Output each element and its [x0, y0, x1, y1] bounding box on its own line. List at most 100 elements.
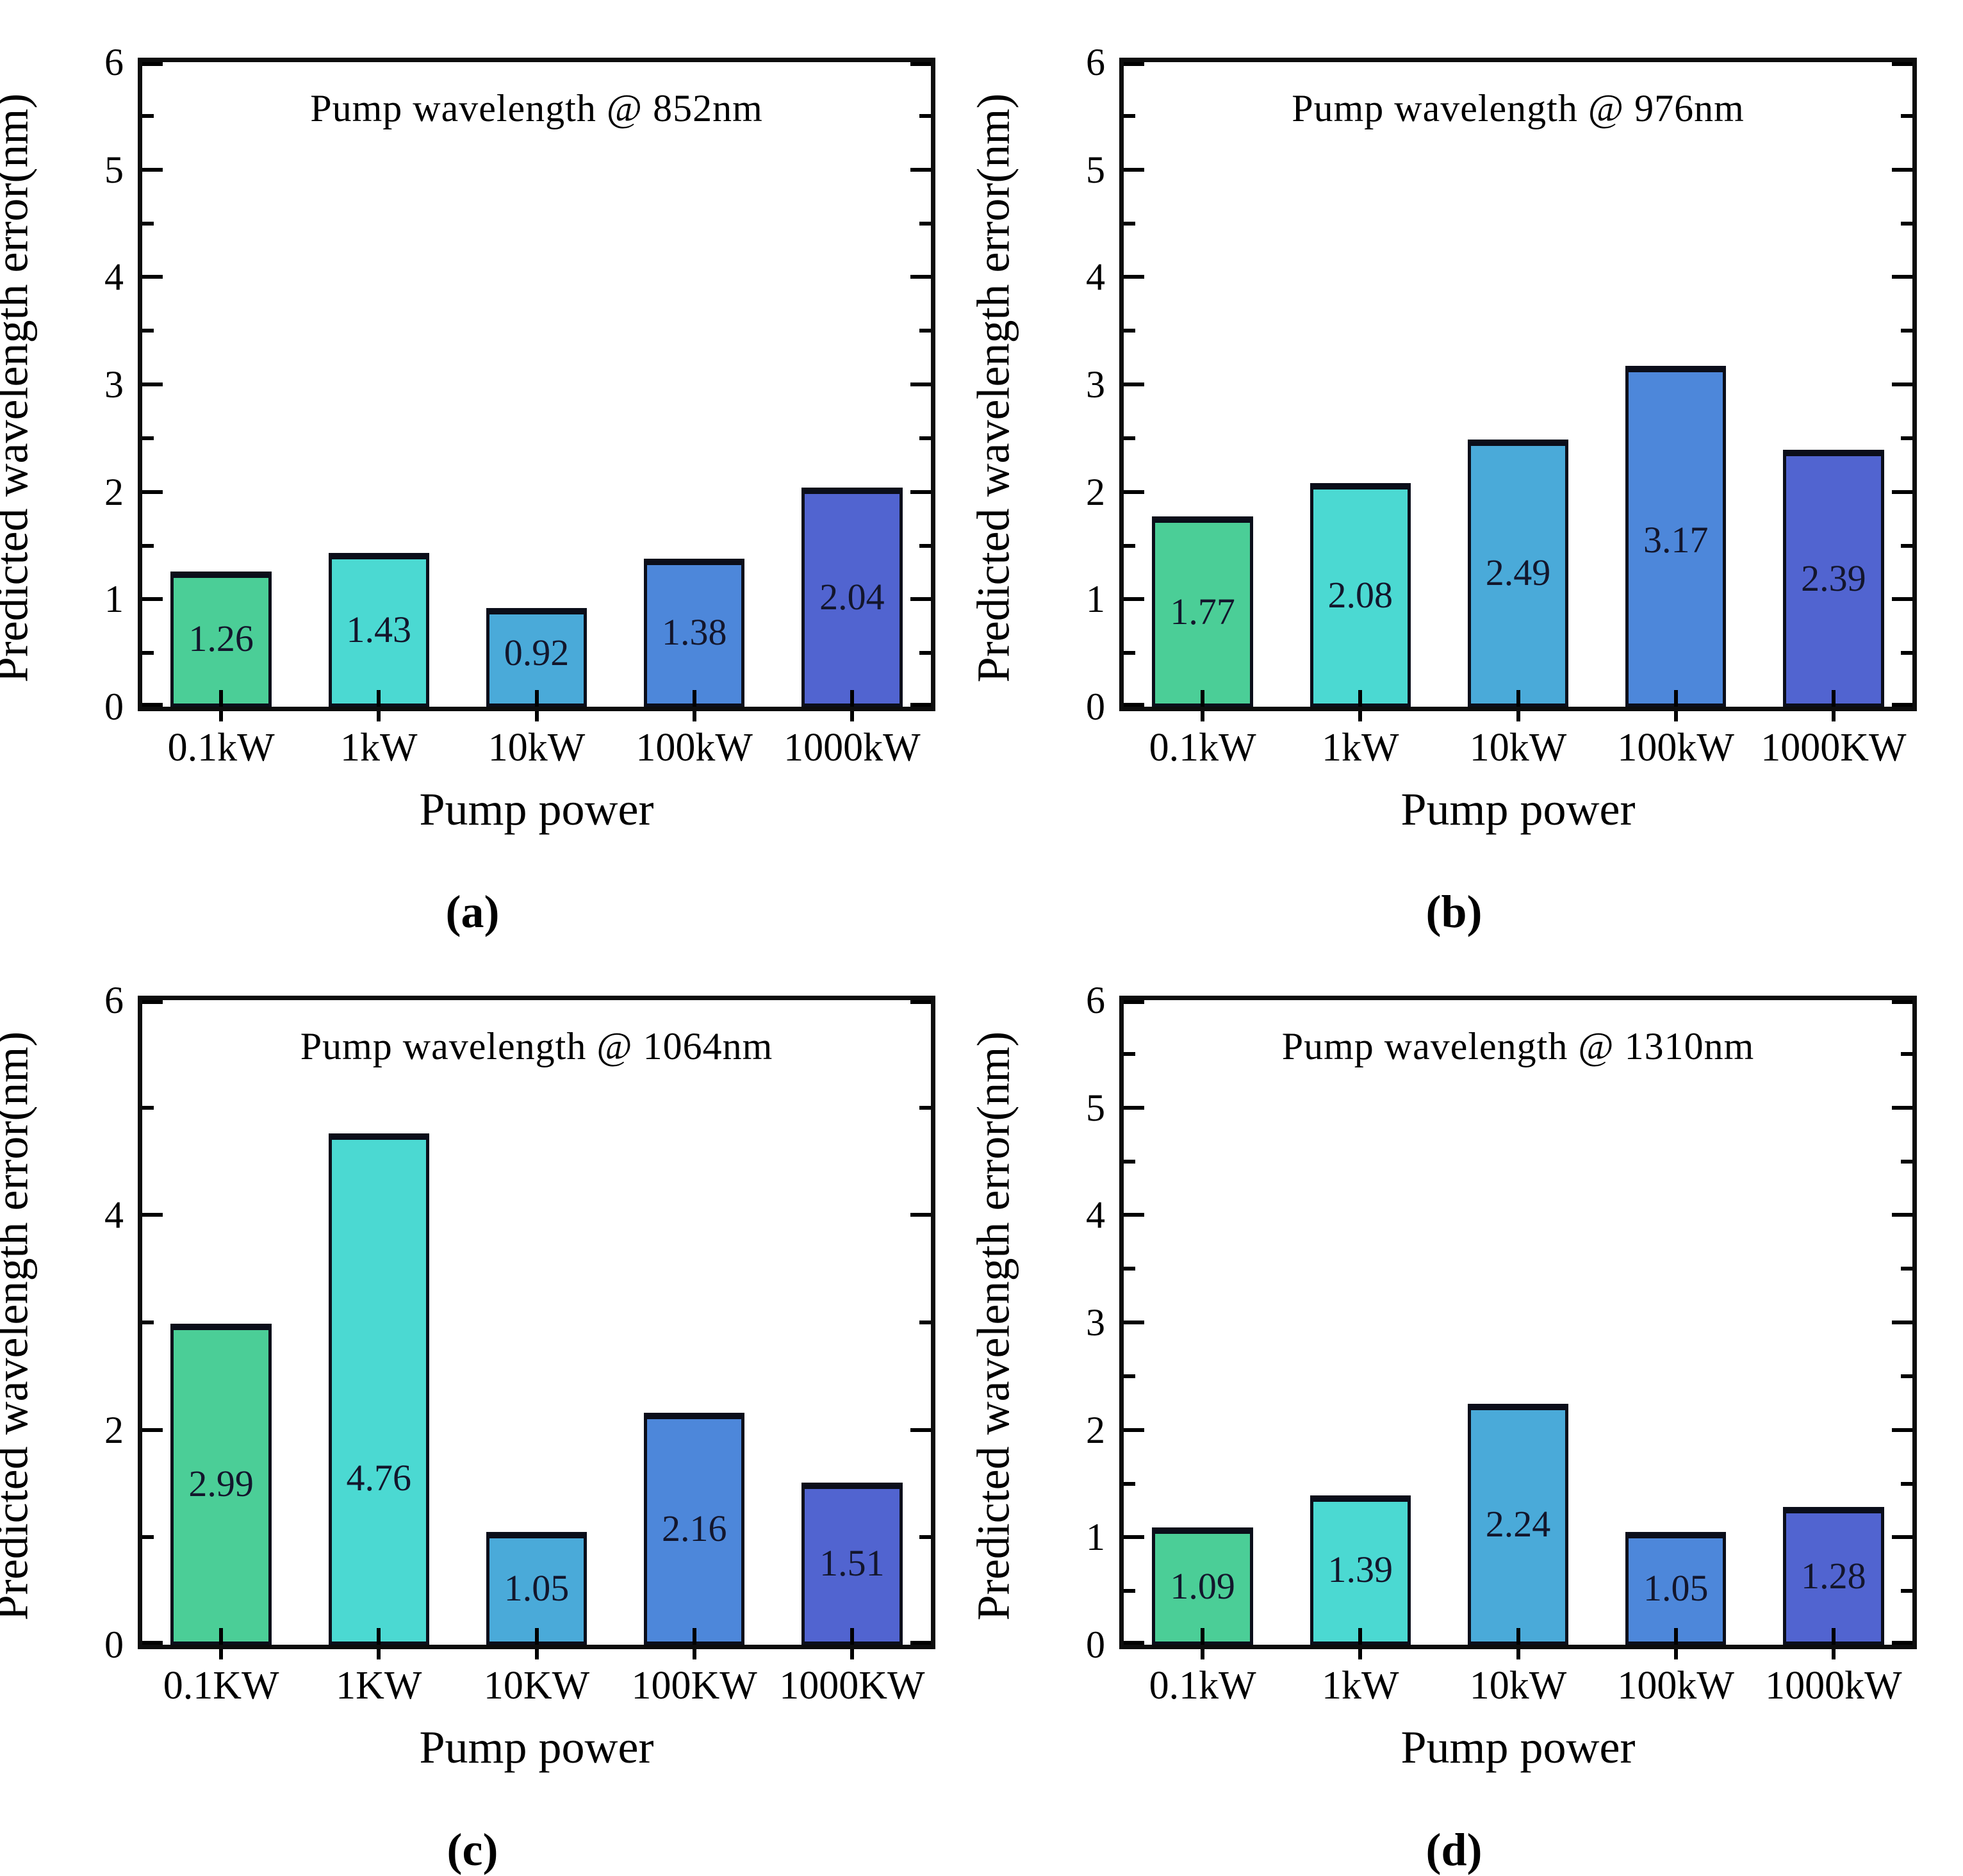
y-tick-label: 6 [104, 41, 124, 83]
x-axis-tick-outer [692, 711, 696, 721]
y-axis-tick-left [142, 703, 163, 707]
y-axis-title: Predicted wavelength error(nm) [0, 1031, 38, 1621]
x-axis-tick [1831, 690, 1836, 707]
y-axis-minor-tick [142, 113, 154, 118]
y-axis-tick-left [142, 1213, 163, 1217]
y-axis-tick-left [1124, 1535, 1144, 1540]
y-axis-minor-tick [142, 1535, 154, 1540]
y-axis-minor-tick [919, 221, 931, 226]
y-axis-tick-right [1892, 490, 1912, 494]
y-axis-minor-tick [1124, 436, 1135, 440]
y-axis-tick-left [142, 167, 163, 172]
plot-area: Pump wavelength @ 1064nm 2.99 4.76 1.05 2.16… [138, 996, 935, 1649]
chart-title: Pump wavelength @ 1064nm [300, 1025, 773, 1067]
chart-panel-c: Predicted wavelength error(nm) Pump wavel… [0, 938, 982, 1876]
y-axis-minor-tick [919, 436, 931, 440]
y-axis-tick-right [1892, 1428, 1912, 1432]
y-axis-minor-tick [142, 651, 154, 655]
x-axis-title: Pump power [419, 1722, 654, 1773]
x-tick-label: 0.1kW [167, 726, 275, 769]
y-axis-tick-right [1892, 1213, 1912, 1217]
y-axis-tick-right [1892, 1000, 1912, 1004]
x-axis-tick [1201, 690, 1205, 707]
y-axis-minor-tick [1901, 1481, 1912, 1486]
y-axis-tick-right [910, 1000, 931, 1004]
x-tick-label: 0.1KW [163, 1664, 279, 1707]
chart-title: Pump wavelength @ 976nm [1292, 87, 1745, 129]
y-axis-minor-tick [919, 1105, 931, 1110]
y-axis-minor-tick [1901, 329, 1912, 333]
x-axis-tick [1358, 690, 1363, 707]
x-axis-tick [534, 1628, 539, 1645]
y-tick-label: 0 [104, 686, 124, 728]
x-tick-label: 10kW [1469, 726, 1567, 769]
bar-value-label: 2.24 [1485, 1503, 1551, 1545]
y-tick-label: 1 [1086, 578, 1105, 621]
y-axis-tick-right [910, 167, 931, 172]
y-tick-label: 5 [104, 148, 124, 191]
y-tick-label: 6 [1086, 979, 1105, 1021]
y-tick-label: 4 [104, 1194, 124, 1237]
y-tick-label: 2 [104, 470, 124, 513]
y-tick-label: 4 [1086, 1194, 1105, 1237]
y-axis-minor-tick [1124, 1051, 1135, 1056]
y-axis-tick-right [910, 1213, 931, 1217]
y-axis-minor-tick [142, 1321, 154, 1324]
y-axis-minor-tick [142, 436, 154, 440]
x-axis-title: Pump power [1400, 784, 1636, 835]
x-axis-tick-outer [219, 1649, 224, 1659]
x-tick-label: 1KW [336, 1664, 422, 1707]
bar-value-label: 1.51 [819, 1542, 885, 1584]
bar-value-label: 2.08 [1327, 573, 1393, 616]
x-axis-tick [1516, 1628, 1520, 1645]
y-axis-tick-right [910, 1641, 931, 1645]
x-axis-tick [692, 1628, 696, 1645]
bar-value-label: 1.09 [1170, 1565, 1235, 1607]
y-axis-minor-tick [919, 651, 931, 655]
y-axis-minor-tick [1901, 1159, 1912, 1164]
y-axis-minor-tick [1901, 221, 1912, 226]
y-axis-tick-left [1124, 597, 1144, 602]
y-tick-label: 0 [1086, 1624, 1105, 1666]
x-axis-tick-outer [1673, 711, 1678, 721]
y-axis-minor-tick [1124, 651, 1135, 655]
y-axis-minor-tick [1901, 1051, 1912, 1056]
x-axis-tick-outer [377, 711, 381, 721]
x-axis-tick [850, 1628, 854, 1645]
bar-value-label: 1.28 [1801, 1554, 1866, 1597]
chart-title: Pump wavelength @ 1310nm [1281, 1025, 1755, 1067]
x-axis-tick-outer [1673, 1649, 1678, 1659]
y-tick-label: 4 [1086, 256, 1105, 299]
x-axis-tick-outer [1516, 711, 1520, 721]
y-axis-tick-left [1124, 1321, 1144, 1324]
bar [643, 1412, 745, 1645]
x-axis-tick-outer [534, 711, 539, 721]
panel-label: (b) [1425, 886, 1483, 937]
y-axis-tick-right [1892, 1321, 1912, 1324]
bar-value-label: 0.92 [504, 632, 570, 674]
y-tick-label: 6 [1086, 41, 1105, 83]
x-tick-label: 10KW [483, 1664, 590, 1707]
plot-area: Pump wavelength @ 1310nm 1.09 1.39 2.24 1.05… [1119, 996, 1917, 1649]
y-tick-label: 0 [1086, 686, 1105, 728]
y-axis-minor-tick [919, 1321, 931, 1324]
x-tick-label: 1000KW [779, 1664, 925, 1707]
y-axis-tick-left [1124, 275, 1144, 279]
bar [1310, 483, 1411, 707]
plot-area: Pump wavelength @ 976nm 1.77 2.08 2.49 3.17 2… [1119, 58, 1917, 711]
y-axis-minor-tick [1124, 543, 1135, 548]
y-axis-tick-left [1124, 490, 1144, 494]
y-axis-tick-right [910, 597, 931, 602]
x-axis-tick [1831, 1628, 1836, 1645]
y-axis-tick-left [142, 275, 163, 279]
y-axis-minor-tick [1124, 329, 1135, 333]
x-axis-title: Pump power [419, 784, 654, 835]
y-axis-minor-tick [1901, 1589, 1912, 1593]
y-axis-minor-tick [919, 329, 931, 333]
x-axis-tick-outer [219, 711, 224, 721]
y-tick-label: 3 [104, 363, 124, 406]
x-axis-tick-outer [1516, 1649, 1520, 1659]
y-axis-tick-left [142, 597, 163, 602]
bar-value-label: 1.38 [661, 611, 727, 654]
y-axis-minor-tick [1901, 1267, 1912, 1271]
